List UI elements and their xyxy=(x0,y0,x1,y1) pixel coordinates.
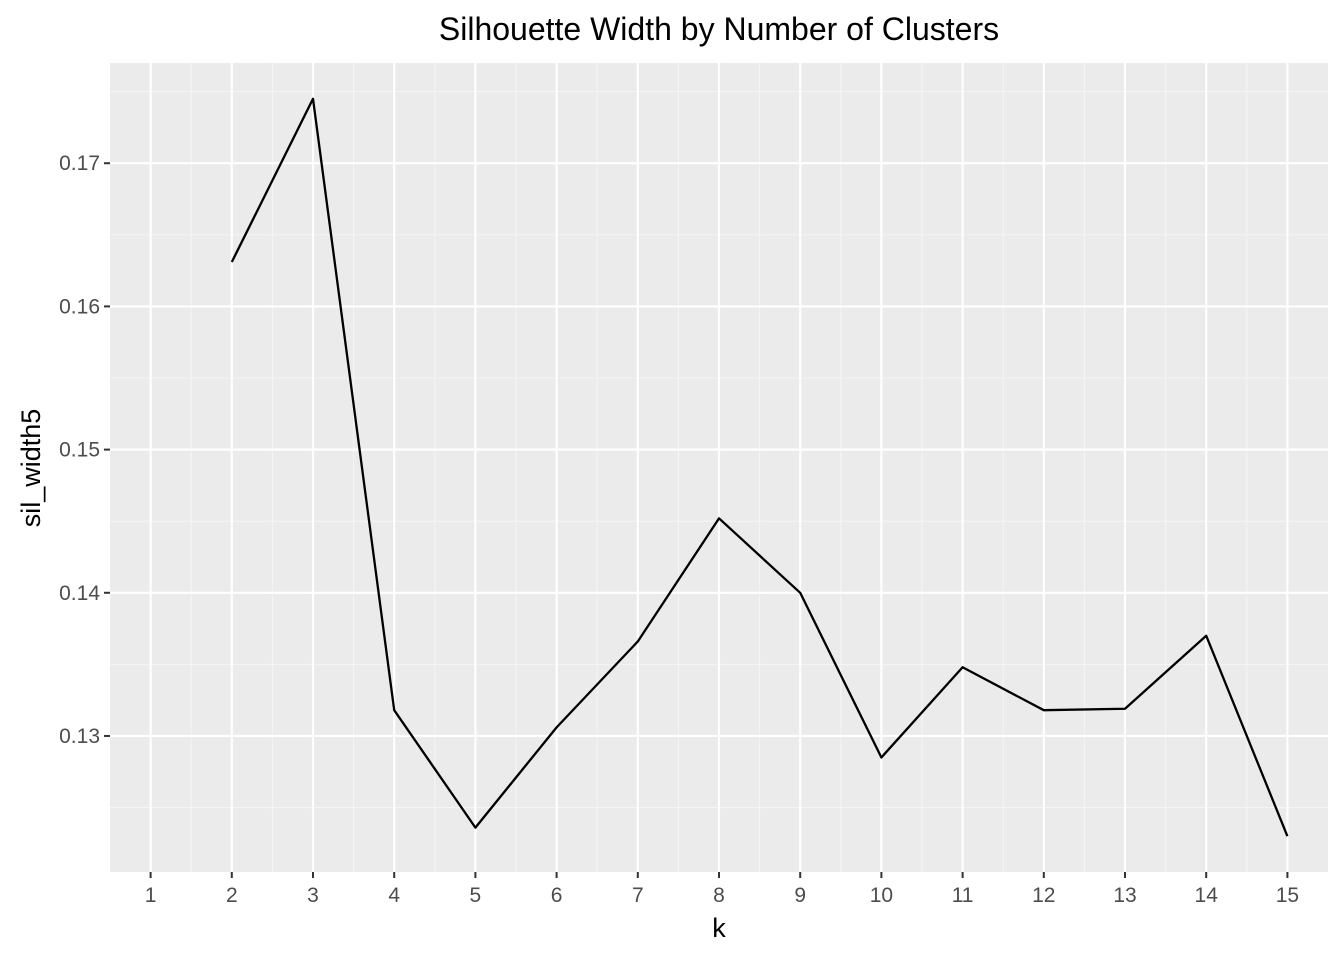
x-tick-label: 9 xyxy=(794,884,806,907)
series-line xyxy=(230,97,1289,837)
y-tick-label: 0.17 xyxy=(59,152,100,175)
x-axis: 1 2 3 4 5 6 7 8 9 10 11 12 13 14 15 xyxy=(145,872,1299,907)
y-tick-label: 0.16 xyxy=(59,295,100,318)
x-tick-label: 5 xyxy=(470,884,482,907)
major-gridlines xyxy=(110,63,1328,872)
y-tick-label: 0.13 xyxy=(59,725,100,748)
y-tick-label: 0.14 xyxy=(59,582,100,605)
x-tick-label: 15 xyxy=(1276,884,1299,907)
x-tick-label: 12 xyxy=(1032,884,1055,907)
chart-title: Silhouette Width by Number of Clusters xyxy=(439,11,999,47)
x-tick-label: 6 xyxy=(551,884,563,907)
x-tick-label: 7 xyxy=(632,884,644,907)
x-tick-label: 10 xyxy=(870,884,893,907)
x-tick-label: 1 xyxy=(145,884,157,907)
series-layer xyxy=(230,97,1289,837)
x-tick-label: 2 xyxy=(226,884,238,907)
y-axis: 0.13 0.14 0.15 0.16 0.17 xyxy=(59,152,110,748)
x-tick-label: 13 xyxy=(1113,884,1136,907)
x-tick-label: 4 xyxy=(388,884,400,907)
y-axis-title: sil_width5 xyxy=(16,409,46,528)
x-tick-label: 3 xyxy=(307,884,319,907)
x-tick-label: 8 xyxy=(713,884,725,907)
y-tick-label: 0.15 xyxy=(59,439,100,462)
x-tick-label: 14 xyxy=(1195,884,1219,907)
x-tick-label: 11 xyxy=(952,884,974,907)
x-axis-title: k xyxy=(712,913,726,943)
